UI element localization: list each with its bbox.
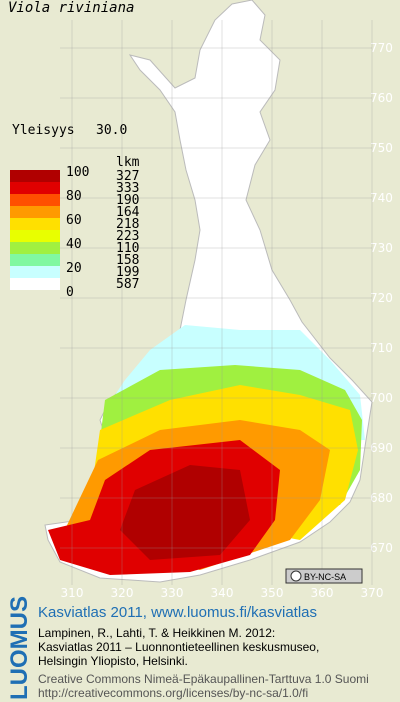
citation-line: Helsingin Yliopisto, Helsinki. (38, 654, 188, 668)
grid: 770 760 750 740 730 720 710 700 690 680 670 310 320 3… (60, 20, 393, 600)
legend-count: 223 (116, 229, 139, 244)
legend-scale-label: 80 (66, 189, 82, 204)
legend-swatch (10, 194, 60, 206)
legend-scale-label: 100 (66, 165, 89, 180)
legend-count: 333 (116, 181, 139, 196)
legend-swatch (10, 266, 60, 278)
species-title: Viola riviniana (8, 0, 134, 16)
legend-scale-label: 0 (66, 285, 74, 300)
legend-swatch (10, 170, 60, 182)
license-line: http://creativecommons.org/licenses/by-n… (38, 686, 308, 700)
brand: LUOMUS (6, 596, 33, 700)
legend-count: 587 (116, 277, 139, 292)
northing-label: 700 (370, 391, 393, 405)
frequency-value: 30.0 (96, 123, 127, 138)
easting-label: 350 (261, 586, 284, 600)
legend-scale-label: 20 (66, 261, 82, 276)
license-badge: BY-NC-SA (285, 568, 363, 584)
northing-label: 680 (370, 491, 393, 505)
legend-count: 164 (116, 205, 140, 220)
legend-swatch (10, 278, 60, 290)
license-line: Creative Commons Nimeä-Epäkaupallinen-Ta… (38, 672, 369, 686)
legend-swatch (10, 242, 60, 254)
easting-label: 360 (311, 586, 334, 600)
northing-label: 750 (370, 141, 393, 155)
citation-line: Kasviatlas 2011 – Luonnontieteellinen ke… (38, 640, 319, 654)
legend-count: 199 (116, 265, 139, 280)
northing-label: 720 (370, 291, 393, 305)
legend-swatch (10, 218, 60, 230)
legend-count: 190 (116, 193, 139, 208)
legend-scale-label: 60 (66, 213, 82, 228)
count-header: lkm (116, 155, 140, 170)
northing-label: 740 (370, 191, 393, 205)
northing-label: 710 (370, 341, 393, 355)
legend-swatch (10, 182, 60, 194)
easting-label: 320 (111, 586, 134, 600)
citation-line: Lampinen, R., Lahti, T. & Heikkinen M. 2… (38, 626, 275, 640)
easting-label: 370 (361, 586, 384, 600)
easting-label: 310 (61, 586, 84, 600)
legend-swatch (10, 230, 60, 242)
legend-count: 158 (116, 253, 139, 268)
northing-label: 730 (370, 241, 393, 255)
northing-label: 670 (370, 541, 393, 555)
legend-swatch (10, 206, 60, 218)
headline: Kasviatlas 2011, www.luomus.fi/kasviatla… (38, 604, 317, 621)
easting-label: 330 (161, 586, 184, 600)
zone-darkred (120, 465, 250, 560)
easting-label: 340 (211, 586, 234, 600)
frequency-label: Yleisyys (12, 123, 75, 138)
northing-label: 770 (370, 41, 393, 55)
footer: Lampinen, R., Lahti, T. & Heikkinen M. 2… (38, 626, 369, 700)
legend-scale-label: 40 (66, 237, 82, 252)
northing-label: 760 (370, 91, 393, 105)
northing-label: 690 (370, 441, 393, 455)
badge-text: BY-NC-SA (304, 572, 346, 582)
legend-count: 218 (116, 217, 139, 232)
legend-count: 327 (116, 169, 139, 184)
legend-swatch (10, 254, 60, 266)
legend-count: 110 (116, 241, 139, 256)
